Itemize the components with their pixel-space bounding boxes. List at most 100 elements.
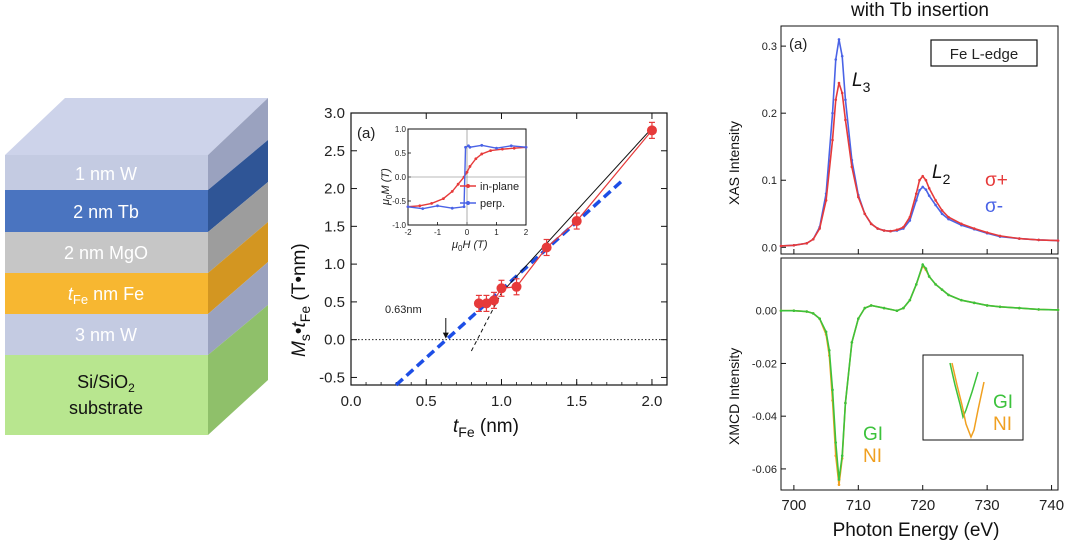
legend-in-plane-marker xyxy=(466,184,470,188)
xmcd-point xyxy=(960,298,963,302)
xas-point xyxy=(927,186,931,190)
intercept-annotation: 0.63nm xyxy=(385,304,422,316)
y-tick-label: 3.0 xyxy=(324,105,345,122)
inset-x-tick-label: -1 xyxy=(434,228,442,237)
xas-point xyxy=(921,174,925,178)
ms-tfe-y-ticks: -0.5 0.0 0.5 1.0 1.5 2.0 2.5 3.0 xyxy=(319,105,667,386)
xmcd-x-tick-label: 740 xyxy=(1039,497,1064,514)
xas-y-tick-label: 0.2 xyxy=(762,108,777,120)
ms-tfe-plot-frame xyxy=(350,112,668,386)
ms-tfe-x-axis-label: tFe (nm) xyxy=(453,416,519,440)
xmcd-point xyxy=(1037,308,1040,311)
layer-w-bottom-label: 3 nm W xyxy=(75,325,137,345)
xmcd-inset-ni-curve xyxy=(951,362,985,439)
xmcd-point xyxy=(940,288,944,291)
stack-side-fe xyxy=(208,222,268,314)
layer-w-top-label: 1 nm W xyxy=(75,164,137,184)
stack-side-tb xyxy=(208,140,268,232)
layer-w-top xyxy=(5,155,208,190)
xmcd-point xyxy=(863,306,867,310)
xas-y-ticks: 0.0 0.1 0.2 0.3 xyxy=(762,41,786,254)
xas-series xyxy=(779,38,1060,248)
xmcd-y-tick-label: 0.00 xyxy=(756,306,777,318)
xas-y-tick-label: 0.3 xyxy=(762,41,777,53)
xas-point xyxy=(1018,237,1021,240)
xmcd-point xyxy=(837,478,841,481)
xas-point xyxy=(792,243,796,247)
xas-point xyxy=(940,209,944,212)
inset-point xyxy=(456,182,460,186)
xas-point xyxy=(918,178,921,182)
xmcd-point xyxy=(811,312,815,315)
xas-point xyxy=(924,188,928,191)
inset-point xyxy=(421,207,425,211)
y-tick-label: 0.5 xyxy=(324,294,345,311)
xas-title: with Tb insertion xyxy=(850,0,989,21)
xmcd-x-axis-label: Photon Energy (eV) xyxy=(833,520,1000,541)
y-tick-label: 0.0 xyxy=(324,332,345,349)
ms-tfe-panel-label: (a) xyxy=(357,125,375,142)
xas-y-axis-label: XAS Intensity xyxy=(726,121,742,205)
xas-point xyxy=(895,228,899,232)
xmcd-gi-curve xyxy=(781,262,1059,480)
inset-point xyxy=(509,144,513,148)
hysteresis-inset: -1.0 -0.5 0.0 0.5 1.0 -2 -1 0 1 2 in-plane perp.… xyxy=(380,125,529,253)
xas-point xyxy=(840,54,844,58)
inset-point xyxy=(450,190,454,193)
xas-sigma-plus-curve xyxy=(780,82,1059,247)
inset-point xyxy=(406,205,410,209)
xmcd-point xyxy=(831,388,834,392)
xas-point xyxy=(924,178,928,182)
inset-point xyxy=(450,206,454,210)
inset-point xyxy=(430,202,433,205)
xmcd-x-tick-label: 730 xyxy=(975,497,1000,514)
inset-point xyxy=(468,165,472,168)
xmcd-point xyxy=(805,310,809,313)
xmcd-point xyxy=(947,293,950,297)
xas-chart: with Tb insertion 0.0 0.1 0.2 0.3 (a) Fe L-… xyxy=(726,0,1060,255)
xas-point xyxy=(998,234,1002,238)
data-point xyxy=(488,295,499,306)
xas-point xyxy=(850,165,854,169)
xmcd-point xyxy=(857,317,860,320)
inset-point xyxy=(468,145,472,149)
xas-point xyxy=(914,199,918,202)
xas-point xyxy=(857,195,860,199)
inset-point xyxy=(442,197,445,201)
x-tick-label: 1.5 xyxy=(566,393,587,410)
xmcd-point xyxy=(908,298,912,302)
xmcd-x-ticks: 700 710 720 730 740 xyxy=(781,485,1064,514)
xas-point xyxy=(869,222,873,226)
legend-sigma-plus: σ+ xyxy=(985,170,1008,191)
xmcd-inset-gi-curve xyxy=(949,362,979,420)
xas-point xyxy=(914,192,918,195)
data-point xyxy=(571,216,582,227)
xmcd-point xyxy=(844,401,847,405)
xas-point xyxy=(818,227,821,230)
xas-point xyxy=(947,215,950,219)
xmcd-point xyxy=(837,483,841,487)
xas-point xyxy=(882,229,886,232)
inset-y-axis-label: μ0M (T) xyxy=(380,168,394,206)
xmcd-point xyxy=(914,283,918,286)
inset-x-tick-label: 1 xyxy=(494,228,499,237)
x-tick-label: 0.5 xyxy=(416,393,437,410)
stack-side-mgo xyxy=(208,182,268,273)
stack-top-face xyxy=(5,98,268,155)
ms-tfe-y-axis-label: Ms•tFe (T•nm) xyxy=(289,243,313,357)
inset-series xyxy=(406,143,528,211)
xmcd-inset-legend-ni: NI xyxy=(993,414,1012,435)
inset-x-axis-label: μ0H (T) xyxy=(451,239,488,253)
xmcd-chart: 0.00 -0.02 -0.04 -0.06 700 710 720 730 740 GI N… xyxy=(726,257,1064,541)
l2-peak-label: L2 xyxy=(932,162,951,187)
xas-point xyxy=(844,118,847,122)
xmcd-point xyxy=(840,454,844,458)
xas-y-tick-label: 0.1 xyxy=(762,175,777,187)
xmcd-y-tick-label: -0.06 xyxy=(752,464,777,476)
xas-point xyxy=(1056,239,1060,242)
ms-tfe-chart: -0.5 0.0 0.5 1.0 1.5 2.0 2.5 3.0 0.0 0.5 1.0 1.5 2.… xyxy=(289,105,668,440)
xmcd-point xyxy=(869,304,873,307)
xmcd-point xyxy=(998,305,1002,309)
xmcd-y-tick-label: -0.02 xyxy=(752,358,777,370)
data-point xyxy=(496,283,507,294)
